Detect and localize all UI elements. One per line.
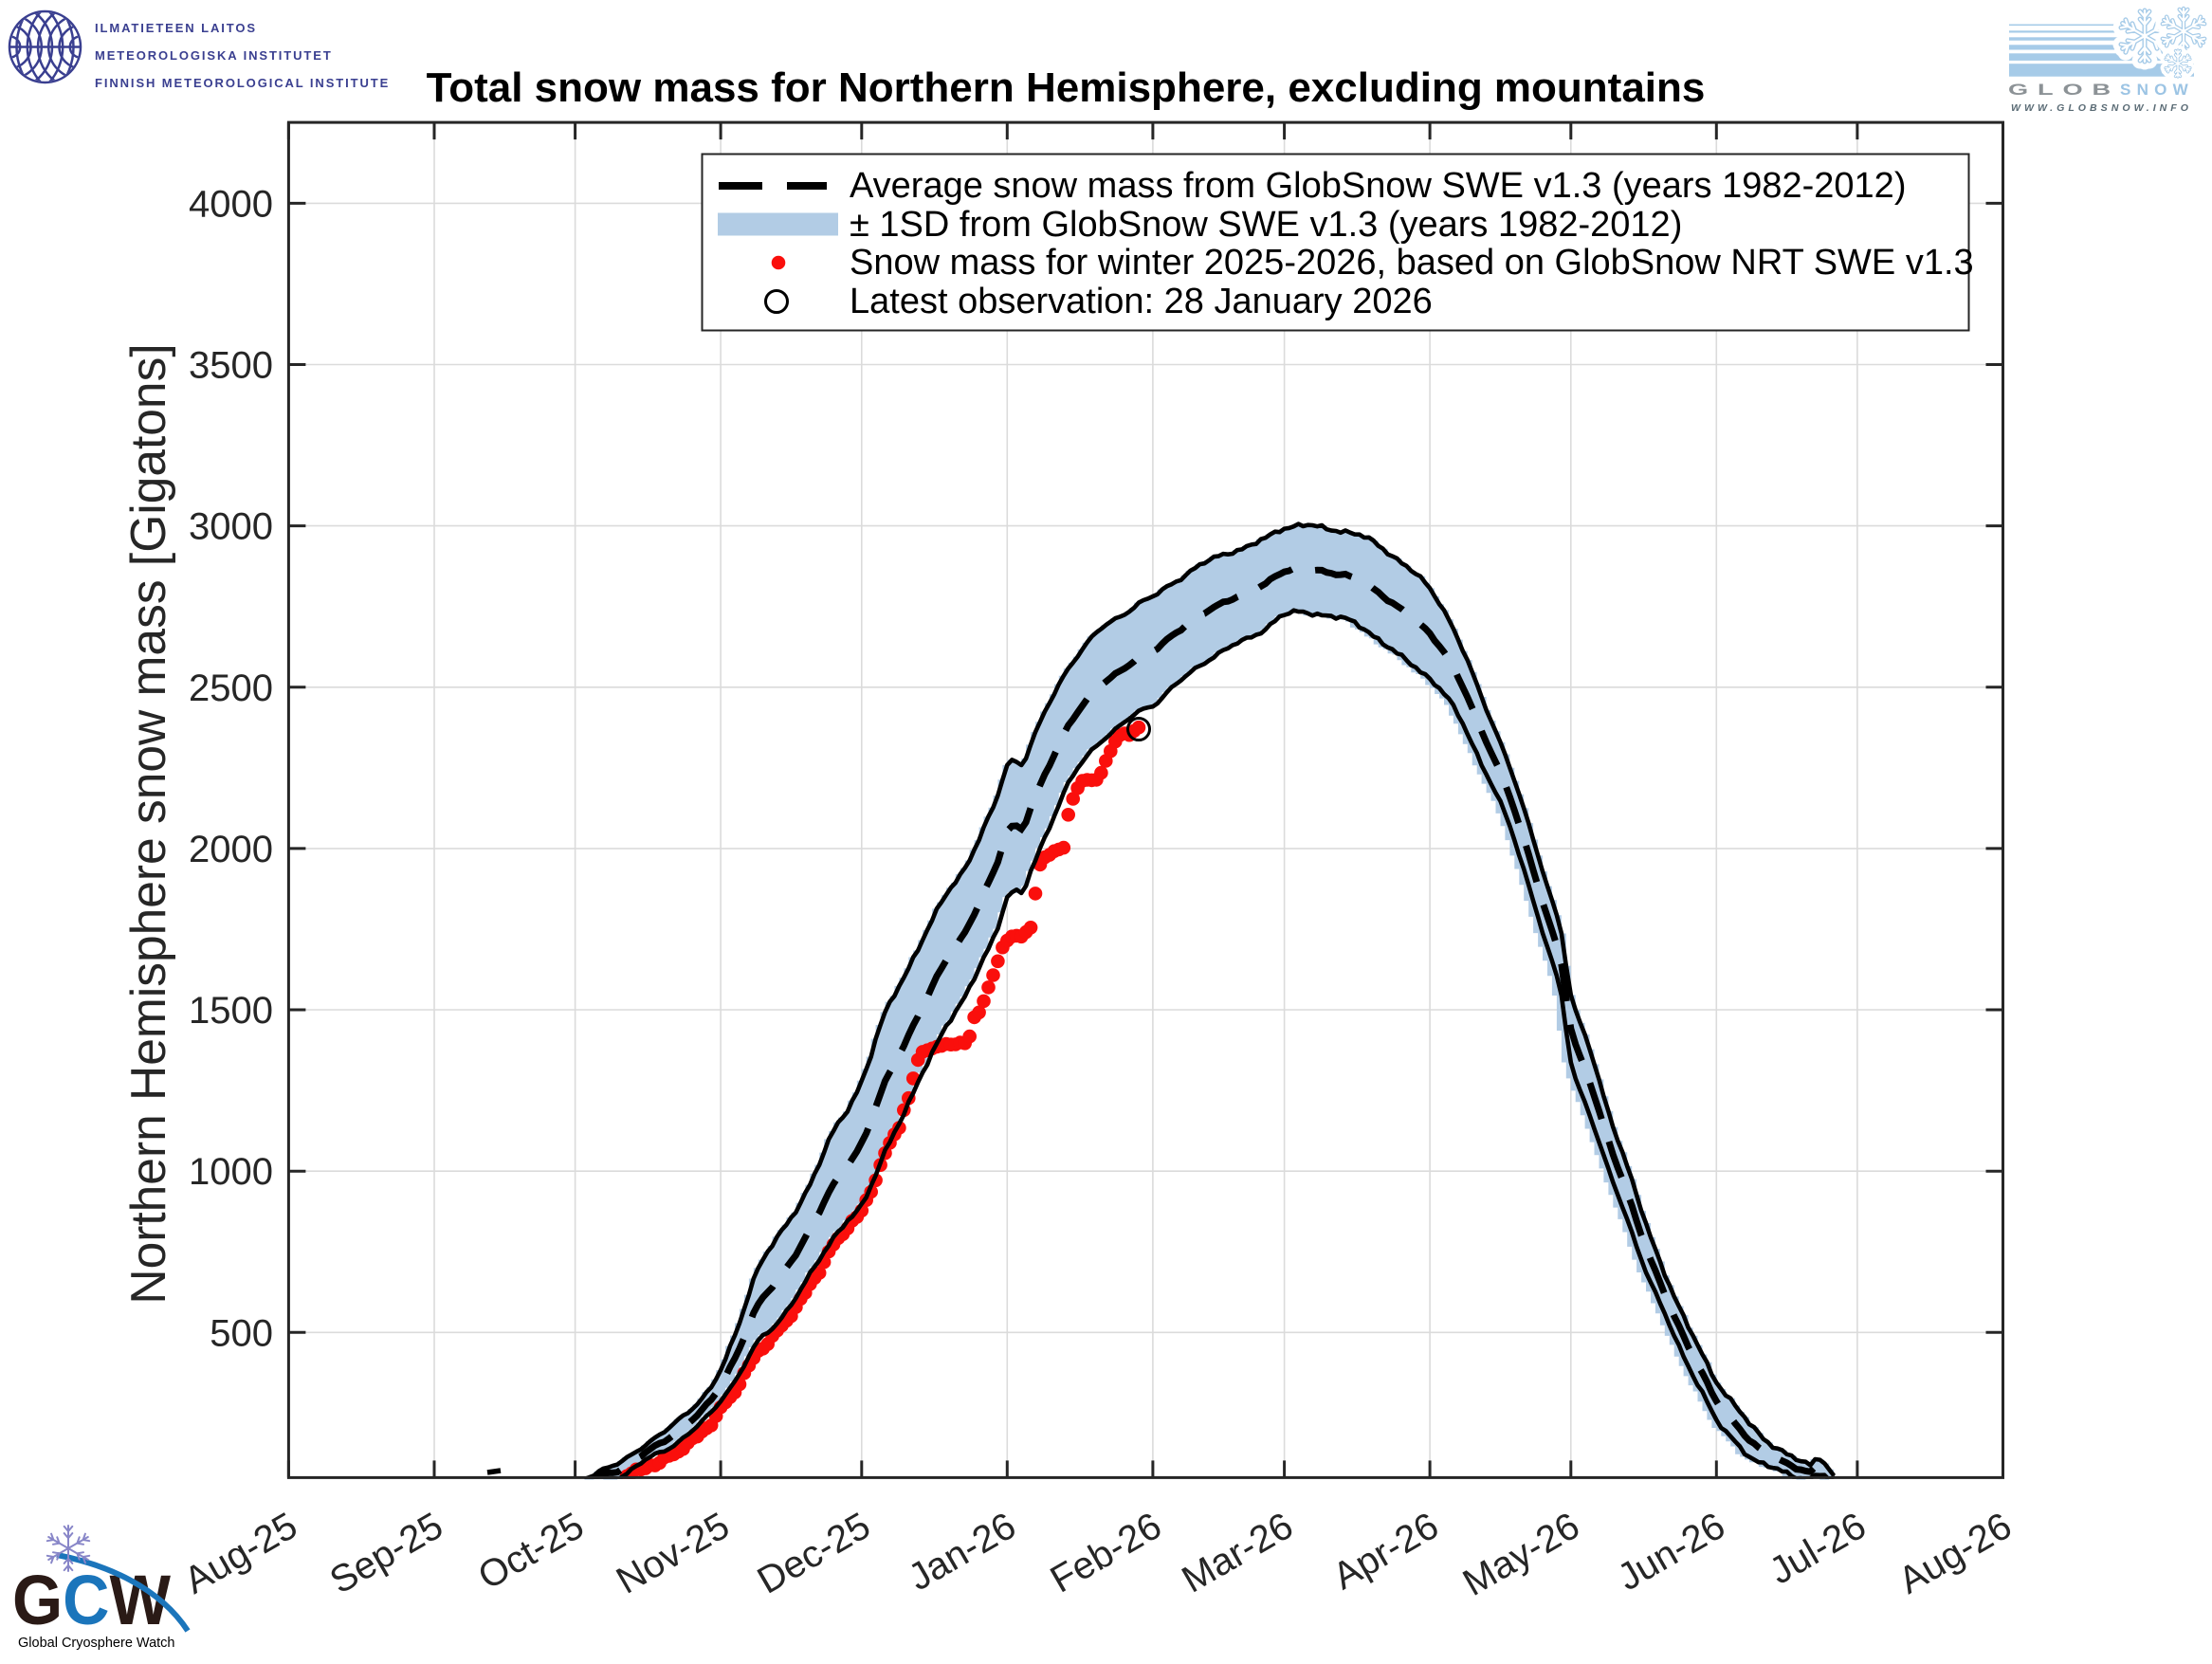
svg-text:Average snow mass from GlobSno: Average snow mass from GlobSnow SWE v1.3… [850, 166, 1906, 206]
svg-text:1500: 1500 [189, 990, 273, 1032]
svg-text:GLOB: GLOB [2008, 82, 2120, 99]
svg-text:2000: 2000 [189, 829, 273, 870]
svg-text:Northern Hemisphere snow mass: Northern Hemisphere snow mass [Gigatons] [120, 343, 175, 1304]
svg-text:± 1SD from GlobSnow SWE v1.3 (: ± 1SD from GlobSnow SWE v1.3 (years 1982… [850, 205, 1682, 245]
svg-text:GCW: GCW [12, 1561, 171, 1639]
svg-text:SNOW: SNOW [2120, 82, 2194, 99]
svg-text:Global Cryosphere Watch: Global Cryosphere Watch [18, 1636, 174, 1651]
svg-text:WWW.GLOBSNOW.INFO: WWW.GLOBSNOW.INFO [2011, 102, 2192, 114]
svg-text:3500: 3500 [189, 345, 273, 387]
svg-text:FINNISH METEOROLOGICAL INSTITU: FINNISH METEOROLOGICAL INSTITUTE [95, 76, 390, 90]
svg-text:3000: 3000 [189, 506, 273, 548]
svg-text:Snow mass for winter 2025-2026: Snow mass for winter 2025-2026, based on… [850, 243, 1974, 283]
svg-text:500: 500 [210, 1312, 273, 1354]
svg-text:Total snow mass for Northern H: Total snow mass for Northern Hemisphere,… [427, 64, 1706, 111]
svg-text:2500: 2500 [189, 667, 273, 709]
svg-text:1000: 1000 [189, 1151, 273, 1193]
svg-text:4000: 4000 [189, 183, 273, 225]
svg-text:ILMATIETEEN LAITOS: ILMATIETEEN LAITOS [95, 21, 257, 35]
svg-text:Latest observation: 28 January: Latest observation: 28 January 2026 [850, 282, 1433, 321]
svg-text:METEOROLOGISKA INSTITUTET: METEOROLOGISKA INSTITUTET [95, 48, 333, 63]
